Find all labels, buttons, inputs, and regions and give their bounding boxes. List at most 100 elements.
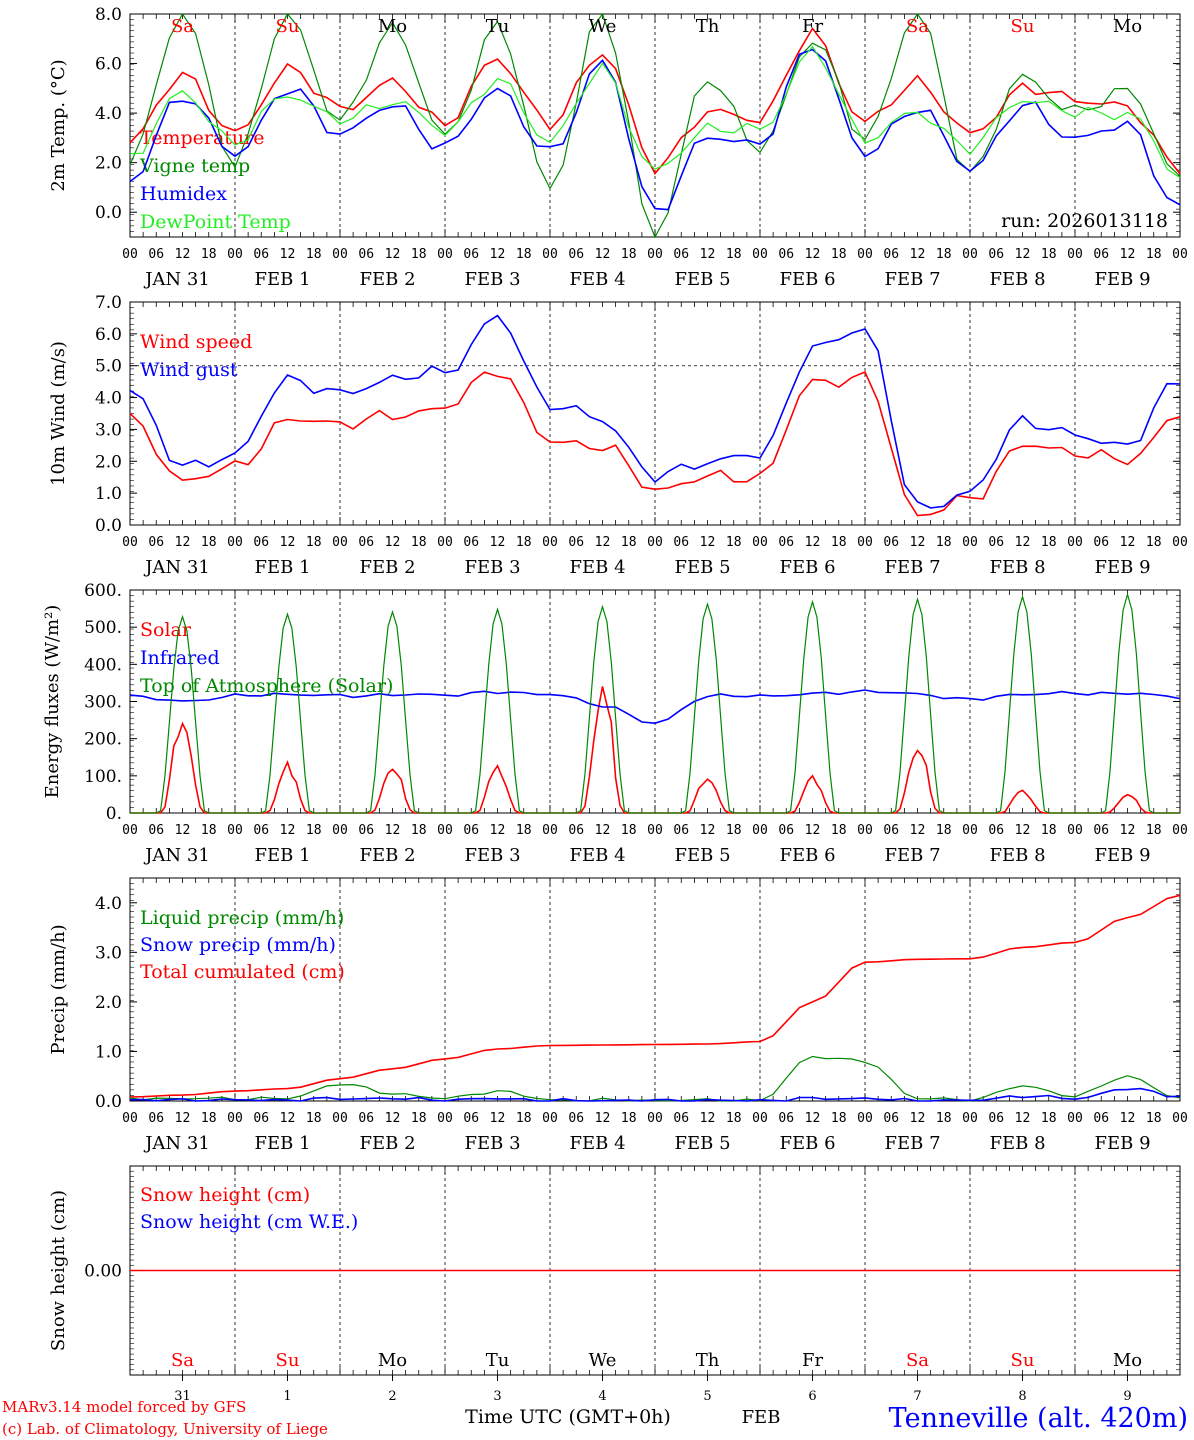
date-label: FEB 5: [674, 845, 730, 866]
hour-tick-label: 12: [1120, 1111, 1136, 1126]
date-label: FEB 3: [464, 557, 520, 578]
y-tick-label: 1.0: [95, 484, 122, 504]
day-number-label: 3: [493, 1389, 501, 1404]
plot-frame: [129, 589, 1181, 814]
copyright-credit: (c) Lab. of Climatology, University of L…: [2, 1420, 328, 1438]
hour-tick-label: 18: [936, 247, 952, 262]
day-number-label: 31: [174, 1389, 191, 1404]
date-label: FEB 5: [674, 557, 730, 578]
plot-frame: [129, 13, 1181, 238]
hour-tick-label: 06: [778, 247, 794, 262]
day-name-label: Fr: [802, 1350, 823, 1371]
day-name-label: Mo: [1113, 1350, 1142, 1371]
hour-tick-label: 12: [1015, 823, 1031, 838]
hour-tick-label: 18: [306, 535, 322, 550]
hour-tick-label: 18: [516, 247, 532, 262]
hour-tick-label: 00: [962, 247, 978, 262]
y-tick-label: 300.: [84, 693, 122, 713]
legend-entry: DewPoint Temp: [140, 211, 291, 233]
hour-tick-label: 00: [332, 247, 348, 262]
hour-tick-label: 12: [595, 535, 611, 550]
y-tick-label: 4.0: [95, 389, 122, 409]
hour-tick-label: 18: [936, 1111, 952, 1126]
hour-tick-label: 18: [831, 1111, 847, 1126]
hour-tick-label: 18: [831, 535, 847, 550]
hour-tick-label: 06: [778, 535, 794, 550]
y-tick-label: 7.0: [95, 293, 122, 313]
hour-tick-label: 00: [332, 1111, 348, 1126]
hour-tick-label: 12: [805, 823, 821, 838]
date-label: FEB 6: [779, 269, 835, 290]
hour-tick-label: 18: [516, 823, 532, 838]
hour-tick-label: 12: [385, 823, 401, 838]
y-tick-label: 1.0: [95, 1042, 122, 1062]
hour-tick-label: 06: [463, 823, 479, 838]
date-label: FEB 4: [569, 1133, 625, 1154]
hour-tick-label: 18: [411, 247, 427, 262]
date-label: FEB 6: [779, 557, 835, 578]
hour-tick-label: 12: [595, 823, 611, 838]
hour-tick-label: 06: [778, 1111, 794, 1126]
hour-tick-label: 06: [988, 535, 1004, 550]
series-line-vigne-temp: [129, 12, 1181, 239]
hour-tick-label: 18: [726, 823, 742, 838]
hour-tick-label: 06: [1093, 1111, 1109, 1126]
hour-tick-label: 00: [647, 535, 663, 550]
day-name-label: Sa: [171, 1350, 194, 1371]
hour-tick-label: 18: [306, 823, 322, 838]
hour-tick-label: 00: [857, 1111, 873, 1126]
day-name-label: Tu: [486, 16, 510, 37]
date-label: FEB 8: [989, 557, 1045, 578]
panel-5: 0.00 Snow height (cm) Snow height (cm) Snow…: [48, 1165, 1181, 1404]
series-line-total-cumulated-cm-: [129, 894, 1181, 1098]
y-tick-label: 600.: [84, 581, 122, 601]
hour-tick-label: 18: [411, 823, 427, 838]
day-name-label: We: [589, 1350, 617, 1371]
hour-tick-label: 00: [122, 247, 138, 262]
day-number-label: 4: [598, 1389, 606, 1404]
hour-tick-label: 18: [936, 535, 952, 550]
date-label: FEB 2: [359, 845, 415, 866]
hour-tick-label: 06: [463, 1111, 479, 1126]
hour-tick-label: 18: [201, 1111, 217, 1126]
hour-tick-label: 00: [332, 823, 348, 838]
hour-tick-label: 12: [910, 247, 926, 262]
day-number-label: 5: [703, 1389, 711, 1404]
hour-tick-label: 06: [358, 1111, 374, 1126]
y-axis-label: 10m Wind (m/s): [48, 341, 69, 486]
hour-tick-label: 00: [227, 1111, 243, 1126]
hour-tick-label: 06: [358, 535, 374, 550]
day-name-label: Sa: [906, 16, 929, 37]
series-line-wind-speed: [129, 370, 1181, 517]
hour-tick-label: 06: [1093, 247, 1109, 262]
y-tick-label: 5.0: [95, 357, 122, 377]
hour-tick-label: 12: [1120, 247, 1136, 262]
model-credit: MARv3.14 model forced by GFS: [2, 1398, 246, 1416]
day-name-label: Sa: [906, 1350, 929, 1371]
hour-tick-label: 12: [910, 823, 926, 838]
hour-tick-label: 12: [175, 247, 191, 262]
date-label: FEB 4: [569, 269, 625, 290]
date-label: FEB 5: [674, 269, 730, 290]
date-label: FEB 7: [884, 269, 940, 290]
hour-tick-label: 06: [883, 535, 899, 550]
hour-tick-label: 18: [831, 247, 847, 262]
hour-tick-label: 06: [673, 823, 689, 838]
day-number-label: 7: [913, 1389, 921, 1404]
date-label: FEB 6: [779, 1133, 835, 1154]
day-number-label: 2: [388, 1389, 396, 1404]
hour-tick-label: 00: [1172, 535, 1188, 550]
day-name-label: Mo: [378, 1350, 407, 1371]
date-label: JAN 31: [143, 557, 210, 578]
series-line-snow-precip-mm-h-: [129, 1087, 1181, 1102]
hour-tick-label: 00: [1067, 247, 1083, 262]
day-name-label: Su: [276, 1350, 300, 1371]
y-tick-label: 6.0: [95, 55, 122, 75]
hour-tick-label: 18: [201, 823, 217, 838]
y-tick-label: 4.0: [95, 894, 122, 914]
hour-tick-label: 12: [805, 535, 821, 550]
plot-frame: [129, 301, 1181, 526]
hour-tick-label: 12: [910, 1111, 926, 1126]
date-label: FEB 9: [1094, 1133, 1150, 1154]
